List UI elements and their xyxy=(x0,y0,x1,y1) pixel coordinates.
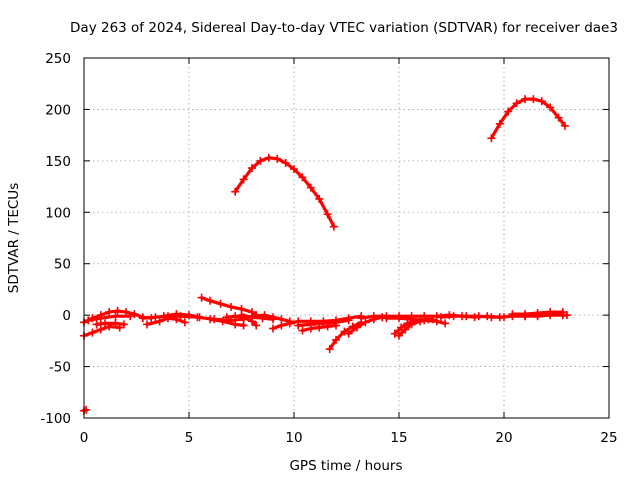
data-point xyxy=(227,303,235,311)
series-group xyxy=(80,95,571,415)
x-tick-label: 10 xyxy=(285,430,302,446)
data-point xyxy=(529,95,537,103)
grid xyxy=(84,58,609,418)
y-tick-label: -50 xyxy=(49,360,71,376)
x-tick-label: 5 xyxy=(185,430,194,446)
x-tick-label: 20 xyxy=(495,430,512,446)
x-tick-label: 0 xyxy=(80,430,89,446)
data-point xyxy=(88,329,96,337)
data-point xyxy=(450,312,458,320)
y-tick-label: 150 xyxy=(45,154,71,170)
data-point xyxy=(298,327,306,335)
data-point xyxy=(143,320,151,328)
data-point xyxy=(181,318,189,326)
x-tick-label: 25 xyxy=(600,430,617,446)
data-point xyxy=(97,326,105,334)
chart-title: Day 263 of 2024, Sidereal Day-to-day VTE… xyxy=(70,20,618,36)
series-arc-2 xyxy=(491,99,565,138)
ticks: 0 5 10 15 20 25 -100 -50 0 50 100 150 200 250 xyxy=(40,51,617,446)
data-point xyxy=(487,313,495,321)
data-point xyxy=(206,297,214,305)
data-point xyxy=(265,154,273,162)
chart: Day 263 of 2024, Sidereal Day-to-day VTE… xyxy=(0,0,640,480)
y-axis-label: SDTVAR / TECUs xyxy=(6,183,22,293)
data-point xyxy=(206,315,214,323)
y-tick-label: 0 xyxy=(62,308,71,324)
data-point xyxy=(217,300,225,308)
y-tick-label: 50 xyxy=(54,257,71,273)
plot-frame xyxy=(84,58,609,418)
y-tick-label: 100 xyxy=(45,205,71,221)
y-tick-label: -100 xyxy=(40,411,71,427)
data-point xyxy=(441,319,449,327)
data-point xyxy=(462,312,470,320)
y-tick-label: 250 xyxy=(45,51,71,67)
x-tick-label: 15 xyxy=(390,430,407,446)
data-point xyxy=(269,325,277,333)
x-axis-label: GPS time / hours xyxy=(289,458,402,474)
data-point xyxy=(93,320,101,328)
data-point xyxy=(240,321,248,329)
data-point xyxy=(277,321,285,329)
series-arc-26 xyxy=(525,314,563,316)
series-arc-6 xyxy=(97,323,124,324)
y-tick-label: 200 xyxy=(45,102,71,118)
data-point xyxy=(500,313,508,321)
series-arc-4 xyxy=(84,327,120,336)
data-point xyxy=(475,312,483,320)
data-point xyxy=(198,294,206,302)
